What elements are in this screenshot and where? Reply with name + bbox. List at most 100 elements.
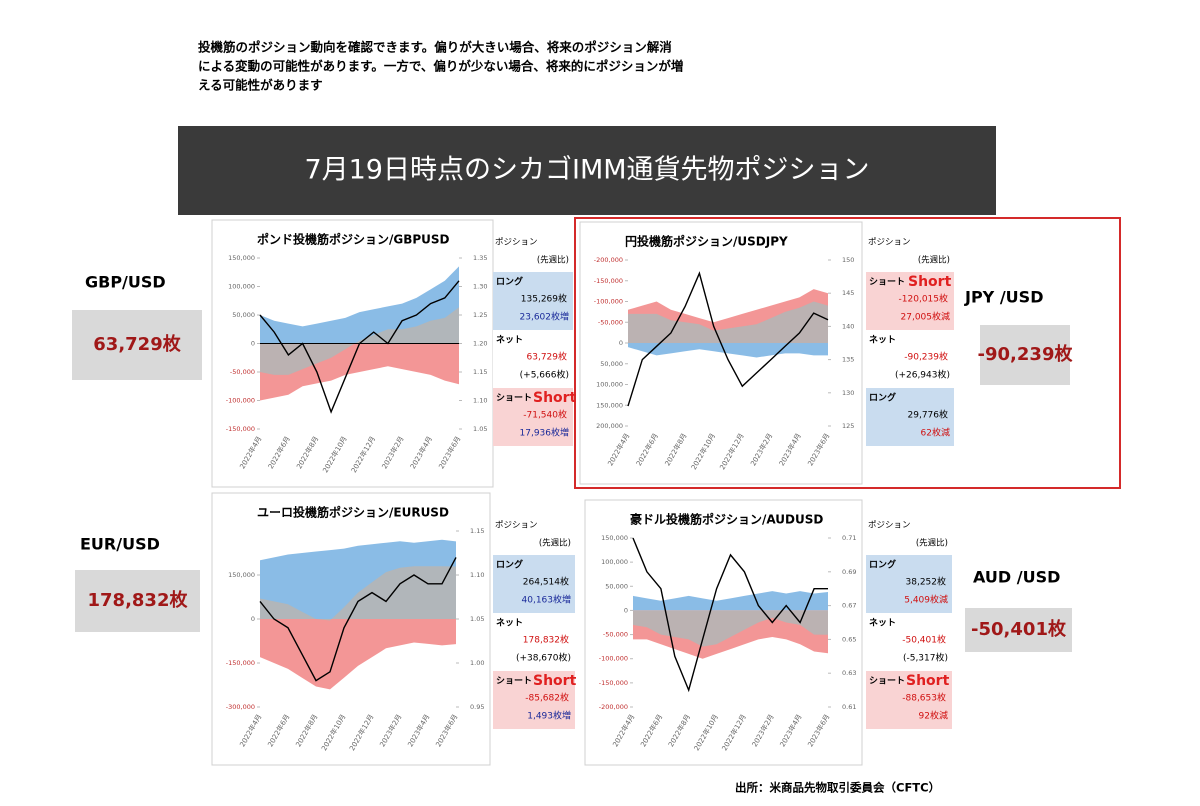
pair-value: 178,832枚 <box>88 589 189 611</box>
stats-row-bg <box>866 555 952 613</box>
short-note: Short <box>533 390 577 406</box>
stats-row-change: 27,005枚減 <box>901 311 951 323</box>
y-tick-label: 50,000 <box>605 582 628 590</box>
stats-row-value: -50,401枚 <box>902 634 946 646</box>
price-line <box>259 557 457 682</box>
y-tick-label: -150,000 <box>594 277 623 285</box>
pair-value-bg <box>980 325 1070 385</box>
y-tick-label: 50,000 <box>600 360 623 368</box>
stats-row-name: ショート <box>496 676 532 687</box>
stats-row-change: 23,602枚増 <box>520 311 570 323</box>
y2-tick-label: 1.20 <box>473 340 487 348</box>
stats-subheader: (先週比) <box>918 255 950 266</box>
pair-value: -90,239枚 <box>978 343 1074 365</box>
y2-tick-label: 1.25 <box>473 311 487 319</box>
pair-value-bg <box>72 310 202 380</box>
y-tick-label: -50,000 <box>230 368 255 376</box>
chart-title: 円投機筋ポジション/USDJPY <box>625 234 788 249</box>
y-tick-label: -100,000 <box>226 397 255 405</box>
position-area <box>260 266 459 344</box>
y2-tick-label: 0.71 <box>842 534 856 542</box>
banner-title: 7月19日時点のシカゴIMM通貨先物ポジション <box>304 155 869 186</box>
y-tick-label: 0 <box>624 606 628 614</box>
stats-row-value: 63,729枚 <box>527 351 568 363</box>
stats-row-bg <box>493 272 573 330</box>
position-area <box>628 301 828 343</box>
chart-title: 豪ドル投機筋ポジション/AUDUSD <box>630 512 823 527</box>
stats-row-change: 40,163枚増 <box>522 594 572 606</box>
banner-bg <box>178 126 996 215</box>
y2-tick-label: 0.95 <box>470 703 484 711</box>
y-tick-label: 150,000 <box>228 571 255 579</box>
stats-row-bg <box>866 671 952 729</box>
y-tick-label: 0 <box>619 339 623 347</box>
stats-row-value: 135,269枚 <box>521 293 567 305</box>
stats-header: ポジション <box>495 521 538 531</box>
stats-row-change: 62枚減 <box>921 427 950 439</box>
y2-tick-label: 0.67 <box>842 602 856 610</box>
y2-tick-label: 1.10 <box>473 397 487 405</box>
y2-tick-label: 150 <box>842 256 854 264</box>
stats-row-change: (+26,943枚) <box>895 369 950 381</box>
y-tick-label: 50,000 <box>232 311 255 319</box>
y-tick-label: -300,000 <box>226 703 255 711</box>
stats-row-name: ネット <box>869 335 896 346</box>
y2-tick-label: 1.15 <box>473 368 487 376</box>
stats-row-value: -88,653枚 <box>902 692 946 704</box>
stats-row-name: ショート <box>869 676 905 687</box>
y-tick-label: 100,000 <box>228 283 255 291</box>
position-area <box>633 610 828 647</box>
stats-row-name: ロング <box>496 276 523 288</box>
stats-row-value: 178,832枚 <box>523 634 569 646</box>
intro-line: える可能性があります <box>198 78 323 93</box>
stats-row-change: (+38,670枚) <box>516 652 571 664</box>
stats-row-value: 264,514枚 <box>523 576 569 588</box>
y2-tick-label: 1.15 <box>470 527 484 535</box>
y-tick-label: -50,000 <box>603 631 628 639</box>
y-tick-label: 0 <box>251 615 255 623</box>
y-tick-label: 100,000 <box>596 381 623 389</box>
stats-row-value: -71,540枚 <box>523 409 567 421</box>
stats-subheader: (先週比) <box>539 538 571 549</box>
chart-title: ポンド投機筋ポジション/GBPUSD <box>257 232 450 247</box>
stats-row-bg <box>493 671 575 729</box>
y-tick-label: -150,000 <box>226 425 255 433</box>
stats-row-value: 38,252枚 <box>906 576 947 588</box>
pair-value: 63,729枚 <box>93 333 181 355</box>
pair-label: AUD /USD <box>973 568 1060 587</box>
y-tick-label: 150,000 <box>596 401 623 409</box>
stats-row-bg <box>493 388 573 446</box>
y2-tick-label: 0.69 <box>842 568 856 576</box>
y-tick-label: 150,000 <box>601 534 628 542</box>
stats-row-name: ネット <box>869 618 896 629</box>
y-tick-label: -100,000 <box>599 655 628 663</box>
short-note: Short <box>533 673 577 689</box>
stats-row-name: ロング <box>496 559 523 571</box>
y-tick-label: 100,000 <box>601 558 628 566</box>
y2-tick-label: 1.35 <box>473 254 487 262</box>
stats-header: ポジション <box>495 238 538 248</box>
y-tick-label: -200,000 <box>594 256 623 264</box>
stats-header: ポジション <box>868 238 911 248</box>
y2-tick-label: 1.05 <box>470 615 484 623</box>
y2-tick-label: 1.00 <box>470 659 484 667</box>
stats-row-value: -85,682枚 <box>525 692 569 704</box>
y2-tick-label: 125 <box>842 422 854 430</box>
y-tick-label: -150,000 <box>599 679 628 687</box>
stats-row-bg <box>493 613 575 671</box>
stats-subheader: (先週比) <box>916 538 948 549</box>
stats-row-value: 29,776枚 <box>908 409 949 421</box>
stats-row-value: -120,015枚 <box>899 293 948 305</box>
stats-row-change: (+5,666枚) <box>520 369 569 381</box>
stats-row-name: ショート <box>869 277 905 288</box>
stats-row-change: 5,409枚減 <box>904 594 948 606</box>
price-line <box>632 537 828 693</box>
stats-row-name: ネット <box>496 618 523 629</box>
stats-row-change: (-5,317枚) <box>903 652 948 664</box>
stats-row-name: ショート <box>496 393 532 404</box>
stats-row-bg <box>866 388 954 446</box>
y2-tick-label: 0.65 <box>842 635 856 643</box>
intro-line: 投機筋のポジション動向を確認できます。偏りが大きい場合、将来のポジション解消 <box>198 40 672 55</box>
highlight-frame <box>574 217 1121 489</box>
chart-title: ユーロ投機筋ポジション/EURUSD <box>257 505 449 520</box>
